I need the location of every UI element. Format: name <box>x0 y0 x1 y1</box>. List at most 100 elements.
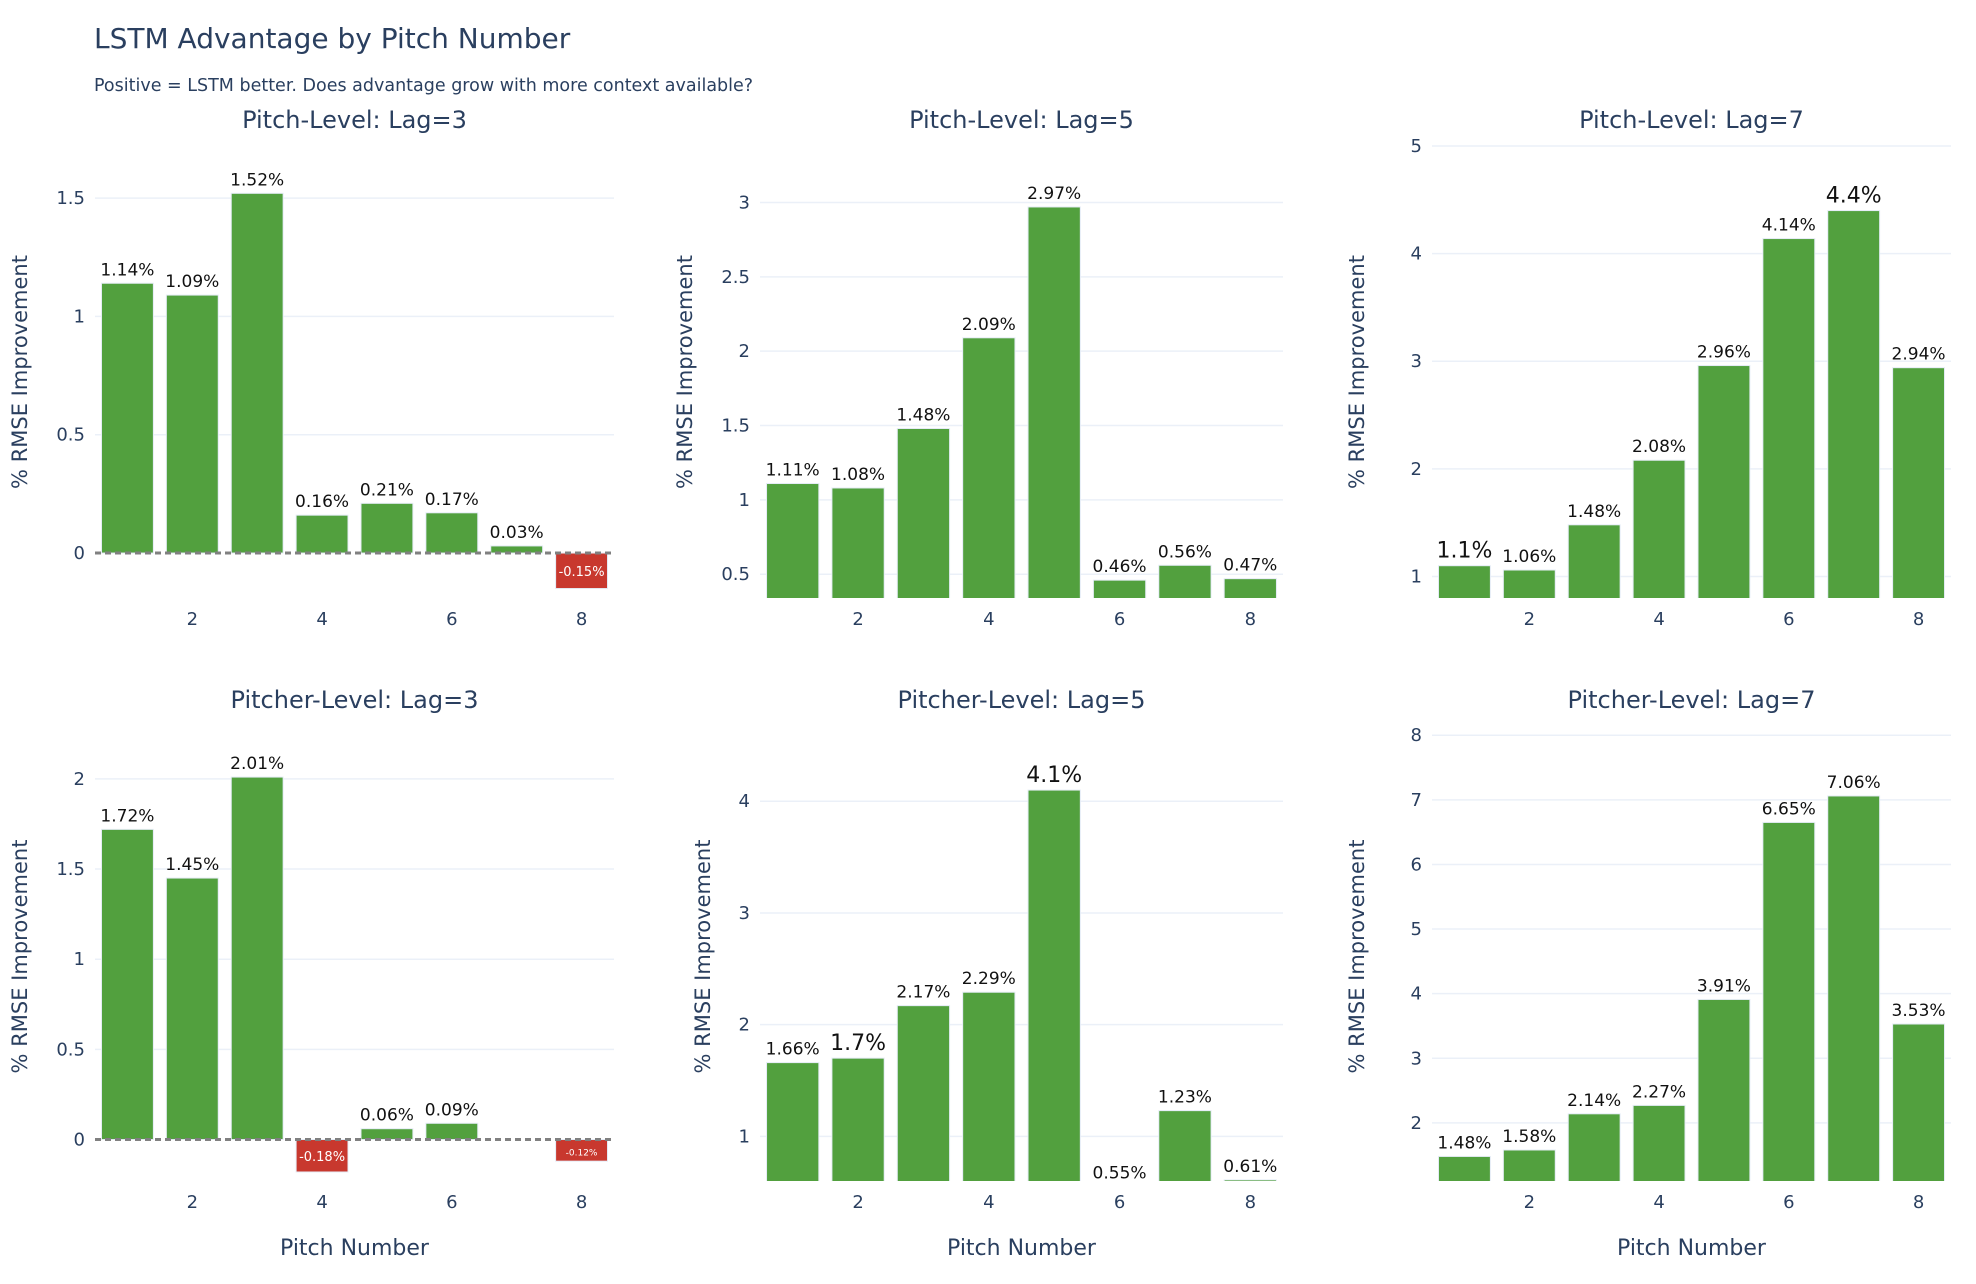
y-tick-label: 3 <box>1411 351 1422 372</box>
data-label: 2.09% <box>962 315 1016 335</box>
y-axis-title: % RMSE Improvement <box>1345 840 1369 1074</box>
y-tick-label: 1 <box>74 306 85 327</box>
data-label: 1.09% <box>165 272 219 292</box>
data-label: 0.17% <box>425 490 479 510</box>
y-tick-label: 6 <box>1411 854 1422 875</box>
y-tick-label: 0 <box>74 1130 85 1151</box>
y-tick-label: 0.5 <box>56 425 85 446</box>
subplot-6: Pitcher-Level: Lag=7 2 3 4 5 6 7 8 2 4 6 8 1.48% 1.58… <box>1345 686 1951 1261</box>
y-tick-label: 2 <box>74 769 85 790</box>
bars <box>100 776 609 1173</box>
data-label: 1.48% <box>1567 502 1621 522</box>
y-axis-title: % RMSE Improvement <box>691 840 715 1074</box>
subplot-3: Pitch-Level: Lag=7 1 2 3 4 5 2 4 6 8 1.1% 1.06% 1.48… <box>1345 106 1951 630</box>
data-label: 0.09% <box>425 1100 479 1120</box>
bars <box>766 789 1277 1181</box>
x-tick-label: 4 <box>1653 609 1664 630</box>
bar <box>1697 998 1751 1181</box>
y-tick-label: 3 <box>739 193 750 214</box>
bar <box>1158 1110 1212 1181</box>
y-tick-label: 4 <box>1411 984 1422 1005</box>
data-label: -0.18% <box>299 1150 345 1165</box>
bar <box>1437 565 1491 598</box>
x-tick-label: 8 <box>1245 609 1256 630</box>
subplot-title: Pitcher-Level: Lag=5 <box>898 686 1146 714</box>
data-label: 1.66% <box>766 1040 820 1060</box>
bar <box>165 877 219 1141</box>
y-tick-label: 5 <box>1411 136 1422 157</box>
y-tick-label: 1.5 <box>721 416 750 437</box>
data-label: 2.27% <box>1632 1082 1686 1102</box>
bar <box>962 337 1016 598</box>
data-label: 2.14% <box>1567 1091 1621 1111</box>
data-label: 1.48% <box>1437 1133 1491 1153</box>
bar <box>1502 569 1556 598</box>
bar <box>896 1005 951 1181</box>
data-label: 2.97% <box>1027 184 1081 204</box>
bar <box>1223 578 1277 598</box>
bar <box>896 428 951 598</box>
bar <box>1158 564 1212 598</box>
bar <box>766 1062 820 1181</box>
bars <box>766 206 1277 598</box>
bar <box>425 512 479 554</box>
bar <box>1697 365 1751 598</box>
data-label: 1.11% <box>766 461 820 481</box>
y-tick-label: 5 <box>1411 919 1422 940</box>
bar <box>1502 1149 1556 1181</box>
figure-subtitle: Positive = LSTM better. Does advantage g… <box>94 76 753 96</box>
data-label: 1.14% <box>100 260 154 280</box>
subplot-1: Pitch-Level: Lag=3 0 0.5 1 1.5 2 4 6 8 1.14% 1.09%… <box>8 106 614 630</box>
bar <box>555 552 609 590</box>
bar <box>1027 206 1081 598</box>
data-label: 0.47% <box>1223 556 1277 576</box>
x-tick-label: 8 <box>1913 609 1924 630</box>
bar <box>1827 795 1881 1181</box>
y-tick-label: 2 <box>1411 1113 1422 1134</box>
bar <box>1567 1113 1621 1181</box>
data-label: 0.46% <box>1093 557 1147 577</box>
subplots: Pitch-Level: Lag=3 0 0.5 1 1.5 2 4 6 8 1.14% 1.09%… <box>8 106 1951 1261</box>
x-tick-label: 6 <box>446 609 457 630</box>
x-tick-label: 4 <box>983 609 994 630</box>
subplot-title: Pitch-Level: Lag=5 <box>909 106 1134 134</box>
data-label: 0.21% <box>360 480 414 500</box>
x-tick-label: 8 <box>576 1192 587 1213</box>
x-tick-label: 6 <box>446 1192 457 1213</box>
x-tick-label: 8 <box>1245 1192 1256 1213</box>
y-axis-title: % RMSE Improvement <box>673 255 697 489</box>
bar <box>1567 524 1621 598</box>
x-tick-label: 2 <box>187 1192 198 1213</box>
data-label: 2.08% <box>1632 437 1686 457</box>
x-tick-label: 4 <box>1653 1192 1664 1213</box>
data-label: 2.01% <box>230 754 284 774</box>
data-label: 2.29% <box>962 969 1016 989</box>
data-label: 0.06% <box>360 1106 414 1126</box>
data-label: 4.1% <box>1026 763 1082 788</box>
data-label: 7.06% <box>1827 773 1881 793</box>
bar <box>1632 1104 1686 1181</box>
y-tick-label: 0.5 <box>56 1039 85 1060</box>
bar <box>1437 1155 1491 1181</box>
bar <box>425 1122 479 1141</box>
data-label: 1.1% <box>1436 539 1492 564</box>
x-tick-label: 6 <box>1114 1192 1125 1213</box>
y-tick-label: 0.5 <box>721 564 750 585</box>
x-tick-label: 2 <box>852 1192 863 1213</box>
data-label: 0.61% <box>1223 1157 1277 1177</box>
x-tick-label: 6 <box>1783 609 1794 630</box>
y-tick-label: 8 <box>1411 725 1422 746</box>
x-tick-label: 4 <box>316 1192 327 1213</box>
bars <box>1437 210 1946 598</box>
y-tick-label: 0 <box>74 543 85 564</box>
y-tick-label: 4 <box>1411 244 1422 265</box>
data-label: 4.4% <box>1826 184 1882 209</box>
y-tick-label: 1 <box>1411 566 1422 587</box>
data-label: 3.91% <box>1697 976 1751 996</box>
data-label: 4.14% <box>1762 216 1816 236</box>
data-label: 1.45% <box>165 855 219 875</box>
data-label: -0.15% <box>559 565 605 580</box>
data-label: 6.65% <box>1762 799 1816 819</box>
subplot-2: Pitch-Level: Lag=5 0.5 1 1.5 2 2.5 3 2 4 6 8 1.11% 1… <box>673 106 1283 630</box>
x-tick-label: 6 <box>1783 1192 1794 1213</box>
